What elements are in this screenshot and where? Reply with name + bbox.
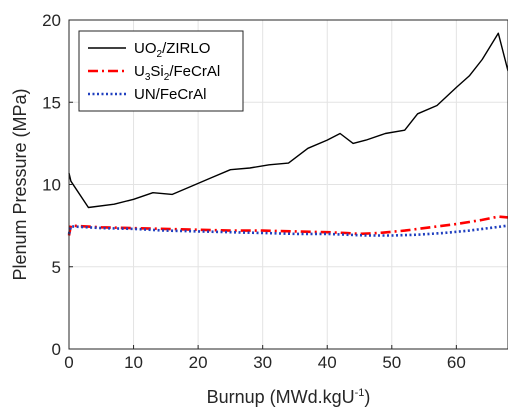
legend-text-part: /ZIRLO — [162, 40, 210, 57]
legend-text-part: U — [134, 63, 145, 80]
x-axis-label-sup: -1 — [355, 387, 365, 399]
legend-text-part: UN/FeCrAl — [134, 86, 207, 103]
legend-subscript: 2 — [164, 72, 170, 83]
x-tick-label: 50 — [382, 353, 401, 372]
x-axis-label: Burnup (MWd.kgU-1) — [207, 387, 371, 407]
x-tick-label: 40 — [318, 353, 337, 372]
y-tick-label: 5 — [52, 258, 61, 277]
legend-label: UN/FeCrAl — [134, 86, 207, 103]
y-tick-label: 0 — [52, 340, 61, 359]
series-line — [68, 32, 508, 209]
x-tick-label: 20 — [189, 353, 208, 372]
x-tick-label: 10 — [124, 353, 143, 372]
y-tick-label: 20 — [42, 11, 61, 30]
ticks: 0 10 20 30 40 50 60 0 5 10 15 20 — [42, 11, 466, 372]
series-line — [67, 224, 508, 237]
x-tick-label: 60 — [447, 353, 466, 372]
legend-label: U3Si2/FeCrAl — [134, 63, 220, 83]
legend-text-part: Si — [150, 63, 163, 80]
legend-text-part: UO — [134, 40, 157, 57]
legend-text-part: /FeCrAl — [169, 63, 220, 80]
y-axis-label: Plenum Pressure (MPa) — [10, 88, 30, 280]
y-tick-label: 10 — [42, 176, 61, 195]
legend-subscript: 2 — [157, 49, 163, 60]
legend-label: UO2/ZIRLO — [134, 40, 210, 60]
legend-subscript: 3 — [145, 72, 151, 83]
x-tick-label: 0 — [64, 353, 73, 372]
series-layer — [67, 32, 508, 237]
x-tick-label: 30 — [253, 353, 272, 372]
legend-box — [78, 30, 244, 112]
series-line — [67, 215, 508, 236]
y-tick-label: 15 — [42, 93, 61, 112]
